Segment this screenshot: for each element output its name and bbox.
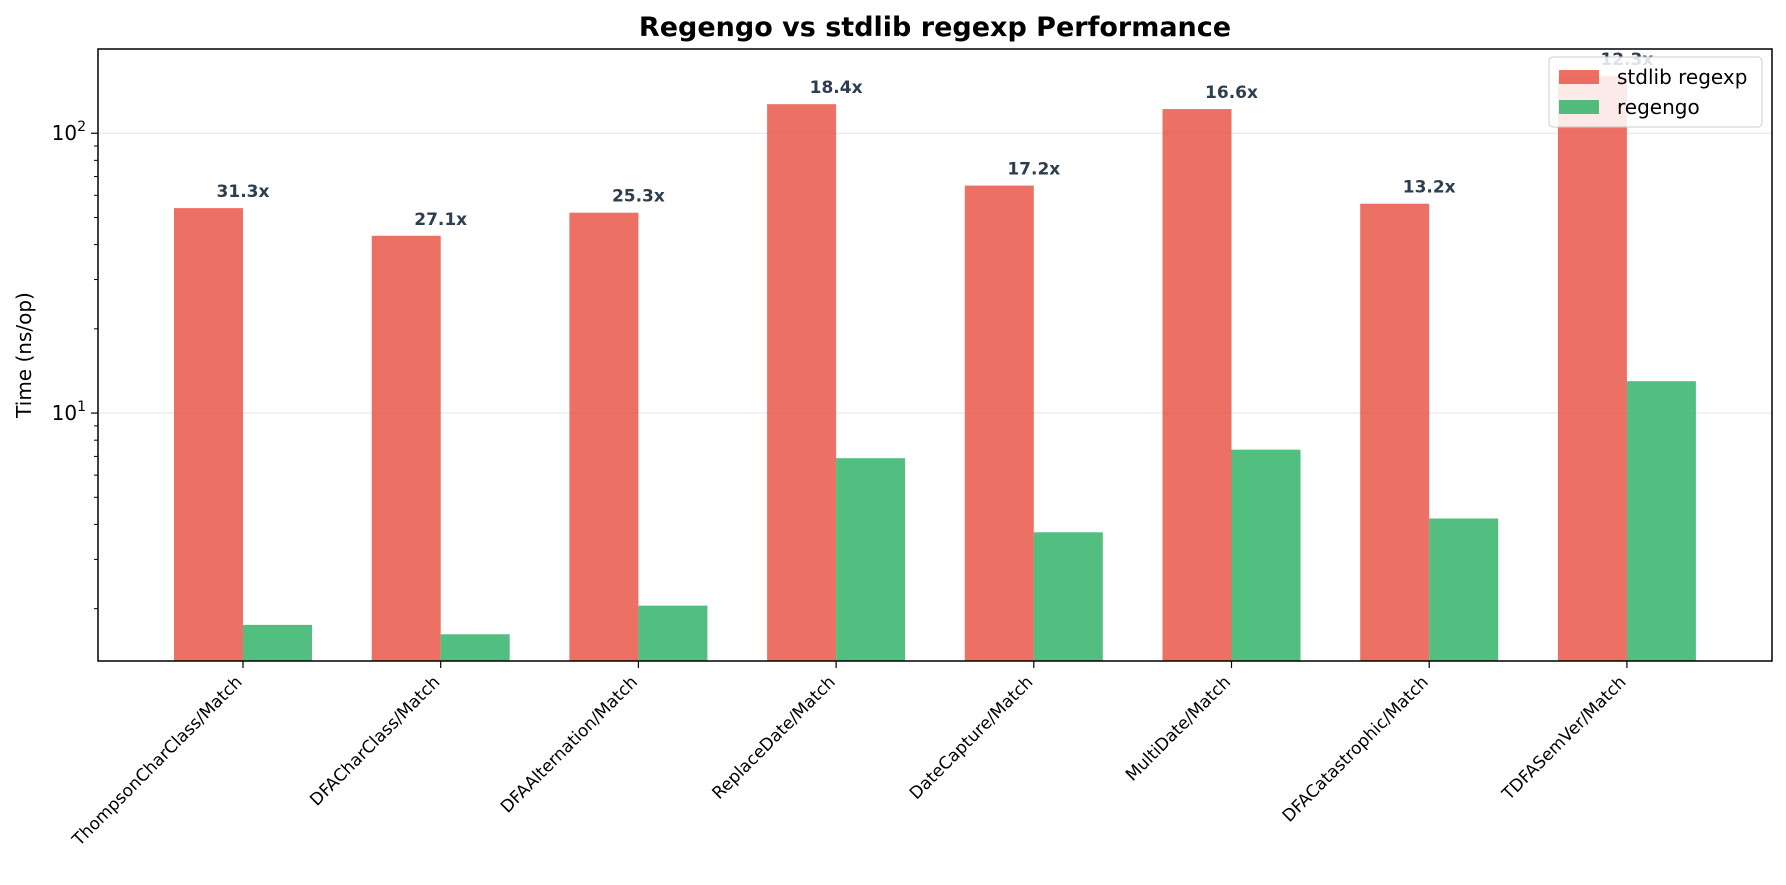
bar-regengo (440, 634, 510, 661)
bar-stdlib (1557, 76, 1627, 661)
x-tick-label: ReplaceDate/Match (708, 672, 839, 803)
y-axis-label: Time (ns/op) (12, 292, 36, 419)
bar-regengo (1033, 532, 1103, 661)
bar-stdlib (964, 185, 1034, 661)
x-tick-label: DFAAlternation/Match (497, 672, 642, 817)
bars-layer (174, 76, 1696, 662)
plot-frame (97, 48, 1773, 662)
legend-box (1548, 56, 1763, 128)
bar-stdlib (1360, 203, 1430, 662)
y-tick-label: 101 (52, 399, 86, 425)
chart-title: Regengo vs stdlib regexp Performance (639, 12, 1231, 43)
x-tick-label: ThompsonCharClass/Match (68, 672, 246, 850)
speedup-label: 13.2x (1403, 178, 1456, 198)
speedup-label: 25.3x (612, 187, 665, 207)
bar-regengo (638, 605, 708, 661)
speedup-label: 27.1x (414, 210, 467, 230)
grid-layer (98, 132, 1772, 414)
x-tick-label: MultiDate/Match (1122, 672, 1235, 785)
x-tick-label: TDFASemVer/Match (1498, 672, 1631, 805)
bar-stdlib (1162, 109, 1232, 661)
x-tick-label: DateCapture/Match (906, 672, 1037, 803)
y-tick-label: 102 (52, 119, 86, 145)
x-tick-label: DFACharClass/Match (306, 672, 444, 810)
legend-label: stdlib regexp (1617, 65, 1747, 89)
bar-regengo (1626, 381, 1696, 661)
bar-stdlib (767, 104, 837, 661)
bar-regengo (836, 458, 906, 661)
legend: stdlib regexp regengo (1548, 56, 1763, 128)
bar-stdlib (569, 212, 639, 661)
bar-stdlib (371, 235, 441, 662)
speedup-label: 16.6x (1205, 83, 1258, 103)
speedup-label: 17.2x (1007, 160, 1060, 180)
x-tick-label: DFACatastrophic/Match (1279, 672, 1433, 826)
bar-regengo (1429, 518, 1499, 661)
speedup-label: 18.4x (810, 78, 863, 98)
bar-regengo (243, 624, 312, 661)
bar-stdlib (174, 208, 243, 662)
legend-swatch (1559, 70, 1599, 84)
bar-regengo (1231, 449, 1301, 661)
legend-swatch (1559, 100, 1599, 114)
legend-label: regengo (1617, 95, 1700, 119)
speedup-label: 31.3x (217, 182, 270, 202)
